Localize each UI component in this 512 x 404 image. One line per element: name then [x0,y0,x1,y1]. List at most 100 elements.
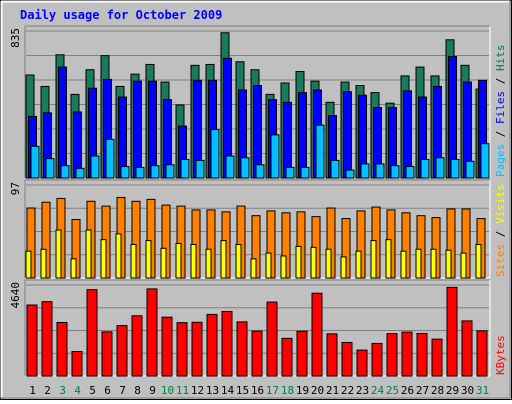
bar-kbytes [206,313,218,377]
bar-files [148,80,157,179]
bar-pages [420,159,430,179]
bar-pages [90,155,100,179]
x-tick-label: 6 [104,384,111,397]
bar-kbytes [356,349,368,377]
bar-kbytes [311,292,323,377]
legend-entry: Sites [494,244,507,277]
bars-kbytes [26,286,488,377]
bar-pages [180,159,190,179]
bars-hits-files-pages [25,32,490,179]
bar-files [283,101,292,179]
bar-files [118,96,127,179]
bar-sites [85,229,92,279]
bar-pages [405,166,415,179]
bar-sites [55,229,62,279]
bar-kbytes [326,333,338,377]
chart-title: Daily usage for October 2009 [20,8,222,22]
bar-pages [375,163,385,179]
bar-kbytes [476,330,488,377]
x-tick-label: 11 [176,384,189,397]
bar-sites [115,233,122,279]
bar-pages [60,165,70,179]
x-tick-label: 10 [161,384,174,397]
x-tick-label: 21 [326,384,339,397]
bar-pages [150,165,160,179]
x-tick-label: 25 [386,384,399,397]
bar-kbytes [251,330,263,377]
x-tick-label: 22 [341,384,354,397]
panel-kbytes: 4640 KBytes [9,279,507,377]
panel-visits-sites: 97 Sites / Visits [9,179,507,279]
legend-entry: / [494,124,507,144]
x-tick-label: 17 [266,384,279,397]
x-tick-label: 4 [74,384,81,397]
legend-entry: / [494,71,507,91]
bar-sites [430,248,437,279]
bar-kbytes [371,342,383,377]
legend-entry: Files [494,91,507,124]
bar-kbytes [296,330,308,377]
bar-sites [415,248,422,279]
bar-sites [220,240,227,279]
bar-pages [30,145,40,179]
x-tick-label: 1 [29,384,36,397]
x-tick-label: 19 [296,384,309,397]
bar-sites [205,248,212,279]
x-tick-label: 7 [119,384,126,397]
x-tick-label: 13 [206,384,219,397]
bar-kbytes [461,320,473,377]
bar-kbytes [161,316,173,377]
bar-pages [315,124,325,179]
bar-pages [165,164,175,179]
bar-sites [100,239,107,279]
panels-layer: 835 Pages / Files / Hits 97 Sites / Visits 4… [9,25,507,377]
bar-kbytes [131,315,143,377]
bar-sites [370,240,377,279]
bar-kbytes [116,325,128,377]
x-tick-label: 14 [221,384,235,397]
bars-visits-sites [25,196,486,279]
x-tick-label: 29 [446,384,459,397]
bar-sites [250,258,257,279]
panel-max-label: 835 [9,28,22,48]
bar-kbytes [86,289,98,377]
bar-pages [195,159,205,179]
bar-sites [355,250,362,279]
x-tick-label: 23 [356,384,369,397]
bar-pages [75,167,85,179]
panel-max-label: 4640 [9,282,22,309]
bar-pages [330,159,340,179]
bar-sites [310,246,317,279]
bar-sites [175,242,182,279]
bar-sites [325,248,332,279]
x-tick-label: 26 [401,384,414,397]
panel-legend: KBytes [494,335,507,375]
x-tick-label: 3 [59,384,66,397]
x-tick-label: 16 [251,384,264,397]
bar-pages [120,166,130,179]
bar-sites [265,252,272,279]
bar-kbytes [146,288,158,377]
x-tick-label: 12 [191,384,204,397]
bar-kbytes [446,286,458,377]
bar-kbytes [176,322,188,377]
bar-kbytes [341,341,353,377]
bar-sites [295,245,302,279]
bar-sites [25,250,32,279]
bar-sites [145,240,152,279]
bar-kbytes [56,321,68,377]
bar-pages [450,159,460,179]
bar-pages [300,166,310,179]
x-tick-label: 5 [89,384,96,397]
bar-kbytes [416,332,428,377]
legend-entry: Hits [494,45,507,72]
legend-entry: / [494,224,507,244]
x-axis-labels: 1 2 3 4 5 6 7 8 9 10 11 12 13 14 15 16 17 18 19 20 21 22 23 24 2… [29,384,489,397]
bar-pages [465,160,475,179]
bar-pages [255,164,265,179]
bar-sites [445,249,452,279]
bar-files [403,90,412,179]
panel-max-label: 97 [9,182,22,195]
x-tick-label: 28 [431,384,444,397]
